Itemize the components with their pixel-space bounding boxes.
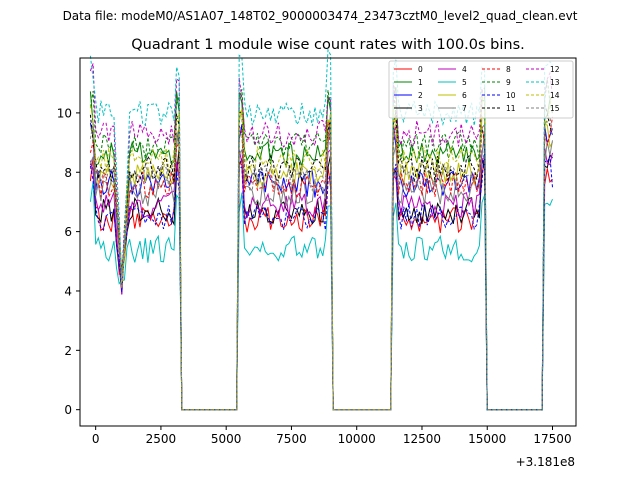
x-tick-label: 15000 [468,432,506,446]
chart-suptitle: Data file: modeM0/AS1A07_148T02_90000034… [63,9,578,23]
plot-area-frame [79,57,577,427]
legend-label: 12 [550,65,560,74]
series-line-11 [89,104,553,411]
series-line-13 [89,48,553,411]
series-line-15 [89,115,553,411]
x-tick-label: 12500 [403,432,441,446]
y-tick-label: 4 [64,284,72,298]
y-axis: 0 2 4 6 8 10 [57,106,80,417]
legend-label: 2 [418,91,423,100]
legend-label: 11 [506,104,516,113]
legend-label: 14 [550,91,560,100]
x-tick-label: 10000 [338,432,376,446]
x-tick-label: 2500 [146,432,177,446]
legend-label: 6 [462,91,467,100]
legend-box [388,60,574,119]
series-line-8 [89,116,553,411]
series-line-1 [89,86,553,411]
x-axis: 0 2500 5000 7500 10000 12500 15000 17500 [92,426,572,446]
series-line-4 [89,147,553,411]
y-tick-label: 2 [64,344,72,358]
x-tick-label: 5000 [211,432,242,446]
legend-label: 1 [418,78,423,87]
legend-label: 15 [550,104,560,113]
x-axis-offset-label: +3.181e8 [516,455,575,469]
series-line-12 [89,63,553,411]
series-line-14 [89,92,553,411]
legend-label: 8 [506,65,511,74]
series-line-5 [89,181,553,411]
y-tick-label: 10 [57,106,72,120]
series-layer [89,48,553,411]
legend-label: 9 [506,78,511,87]
x-tick-label: 17500 [533,432,571,446]
chart-title: Quadrant 1 module wise count rates with … [131,37,525,53]
legend-label: 0 [418,65,423,74]
legend-label: 4 [462,65,467,74]
x-tick-label: 0 [92,432,100,446]
legend-label: 10 [506,91,516,100]
y-tick-label: 0 [64,403,72,417]
y-tick-label: 6 [64,225,72,239]
series-line-10 [89,147,553,411]
legend-label: 3 [418,104,423,113]
x-tick-label: 7500 [276,432,307,446]
y-tick-label: 8 [64,166,72,180]
legend-label: 7 [462,104,467,113]
legend-label: 13 [550,78,560,87]
series-line-3 [89,146,553,411]
legend-label: 5 [462,78,467,87]
